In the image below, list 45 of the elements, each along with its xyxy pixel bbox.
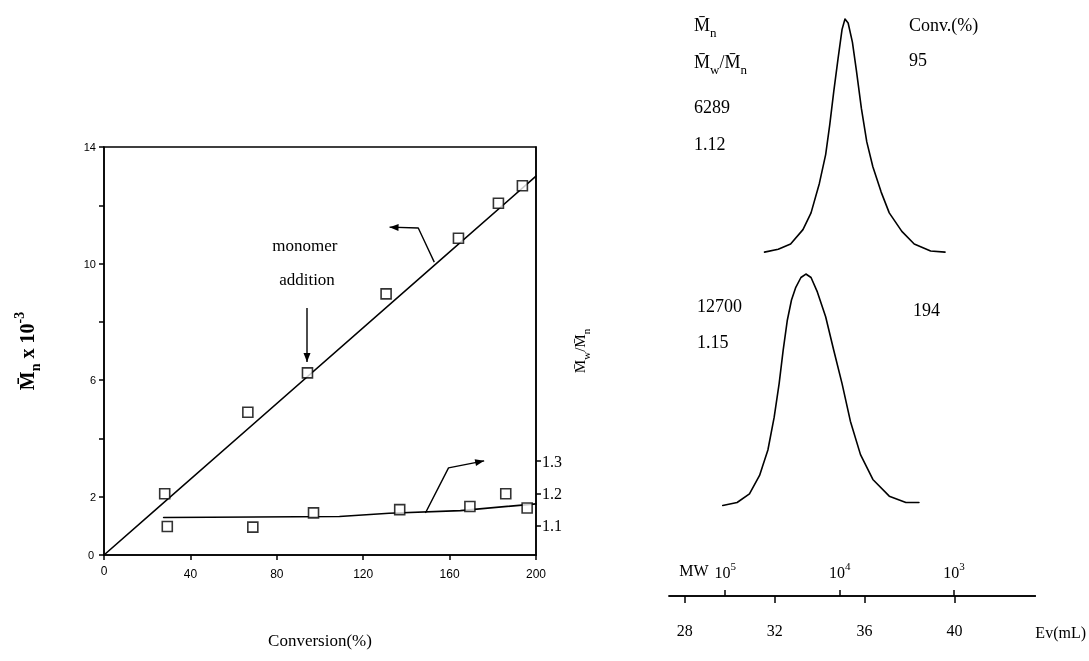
y-tick-label: 2 <box>89 490 96 503</box>
point <box>307 507 320 519</box>
x-tick-label: 200 <box>525 567 547 581</box>
x-tick-label: 40 <box>183 567 198 581</box>
y2-axis-title: M̄w/M̄n <box>572 328 593 374</box>
point <box>464 500 476 513</box>
annotation: monomer addition <box>272 235 342 289</box>
x-tick-label: 40 <box>946 621 963 639</box>
y-axis-title: M̄n x 10-3 <box>11 311 43 391</box>
point <box>247 521 259 533</box>
annotation: 1.15 <box>697 332 729 352</box>
x-tick-label: 32 <box>766 621 783 639</box>
y-tick-label: 6 <box>89 374 96 387</box>
x-tick-label: 36 <box>856 621 873 639</box>
point <box>161 520 174 533</box>
point <box>158 488 171 500</box>
y2-tick-label: 1.1 <box>542 517 562 535</box>
annotation: 12700 <box>697 296 742 316</box>
annotation: 1.12 <box>694 134 726 154</box>
annotation: 95 <box>909 50 927 70</box>
x-tick-label: 28 <box>676 621 693 639</box>
x-tick-label: 0 <box>100 564 108 578</box>
y2-tick-label: 1.2 <box>542 484 562 502</box>
point <box>380 288 392 300</box>
x-axis-title: Ev(mL) <box>1035 623 1087 642</box>
annotation: 194 <box>913 300 940 320</box>
point <box>393 503 406 516</box>
point <box>242 406 254 418</box>
point <box>499 488 512 500</box>
annotation: 6289 <box>694 97 730 117</box>
point <box>492 197 505 210</box>
y2-tick-label: 1.3 <box>542 452 562 470</box>
point <box>301 367 314 379</box>
point <box>516 179 529 192</box>
annotation: Conv.(%) <box>909 15 979 36</box>
x-tick-label: 80 <box>270 567 284 581</box>
x-tick-label: 160 <box>439 567 460 581</box>
point <box>452 232 465 245</box>
x-tick-label: 120 <box>353 567 374 581</box>
y-tick-label: 10 <box>83 257 96 270</box>
x2-axis-title: MW <box>679 561 710 579</box>
y-tick-label: 14 <box>83 141 96 153</box>
point <box>521 502 533 514</box>
y-tick-label: 0 <box>87 549 94 561</box>
x-axis-title: Conversion(%) <box>268 630 372 650</box>
